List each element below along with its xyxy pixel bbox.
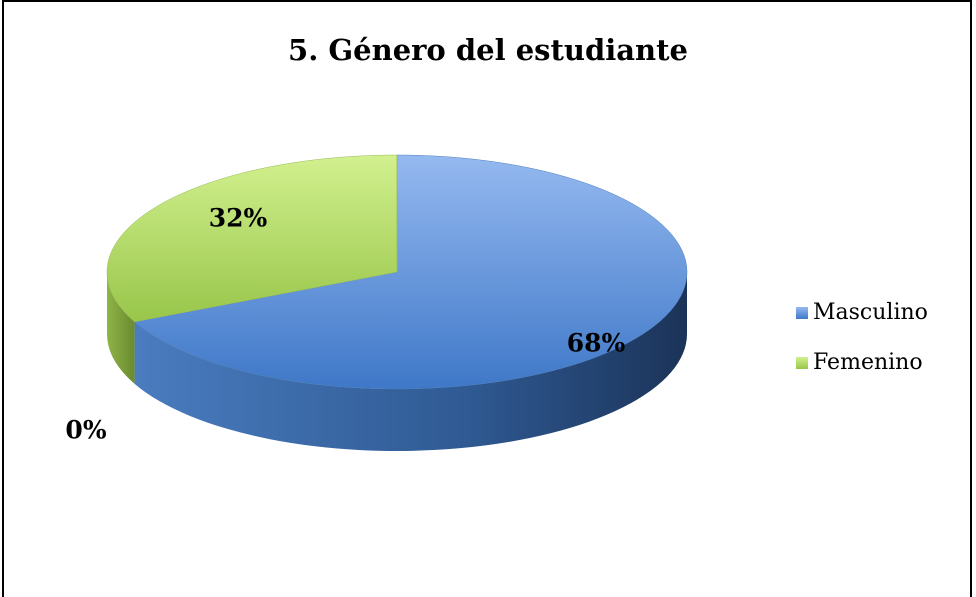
legend-swatch	[796, 357, 808, 369]
legend-swatch	[796, 307, 808, 319]
slice-side	[107, 272, 135, 384]
slice	[134, 154, 688, 390]
data-label: 68%	[567, 329, 626, 358]
slice-side	[134, 272, 687, 451]
data-label: 0%	[65, 416, 106, 445]
chart-title: 5. Género del estudiante	[288, 33, 688, 67]
data-label: 32%	[209, 204, 268, 233]
legend-label: Femenino	[813, 350, 923, 375]
slice	[106, 154, 398, 323]
legend-label: Masculino	[813, 300, 928, 325]
